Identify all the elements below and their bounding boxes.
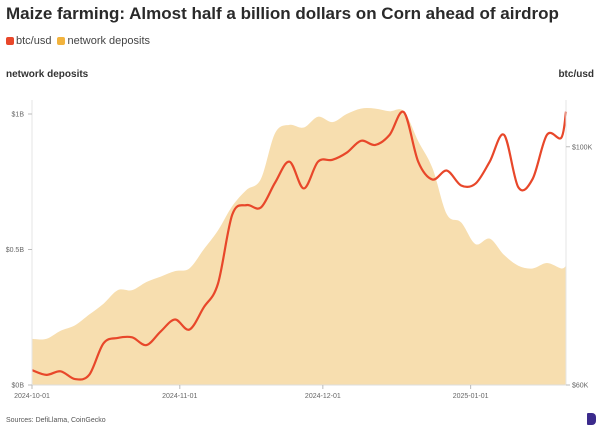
x-tick-label: 2025-01-01 (453, 393, 489, 400)
left-tick-label: $0.5B (6, 247, 25, 254)
deposits-area (32, 108, 566, 385)
x-tick-label: 2024-12-01 (305, 393, 341, 400)
legend-swatch-deposits (57, 37, 66, 45)
left-tick-label: $0B (12, 383, 25, 390)
legend: btc/usd network deposits (6, 35, 150, 47)
brand-logo (587, 413, 596, 425)
right-tick-label: $60K (572, 383, 589, 390)
legend-item-deposits: network deposits (57, 35, 150, 47)
btc-line (31, 110, 568, 381)
right-tick-label: $100K (572, 144, 593, 151)
chart-title: Maize farming: Almost half a billion dol… (6, 4, 559, 23)
x-tick-label: 2024-10-01 (14, 393, 50, 400)
right-axis-label: btc/usd (558, 69, 594, 80)
x-tick-label: 2024-11-01 (162, 393, 197, 400)
legend-label-btc: btc/usd (16, 35, 52, 47)
left-axis-label: network deposits (6, 69, 89, 80)
source-note: Sources: DefiLlama, CoinGecko (6, 417, 106, 424)
legend-label-deposits: network deposits (67, 35, 151, 47)
legend-swatch-btc (6, 37, 14, 45)
left-tick-label: $1B (12, 112, 25, 119)
legend-item-btc: btc/usd (6, 35, 51, 47)
